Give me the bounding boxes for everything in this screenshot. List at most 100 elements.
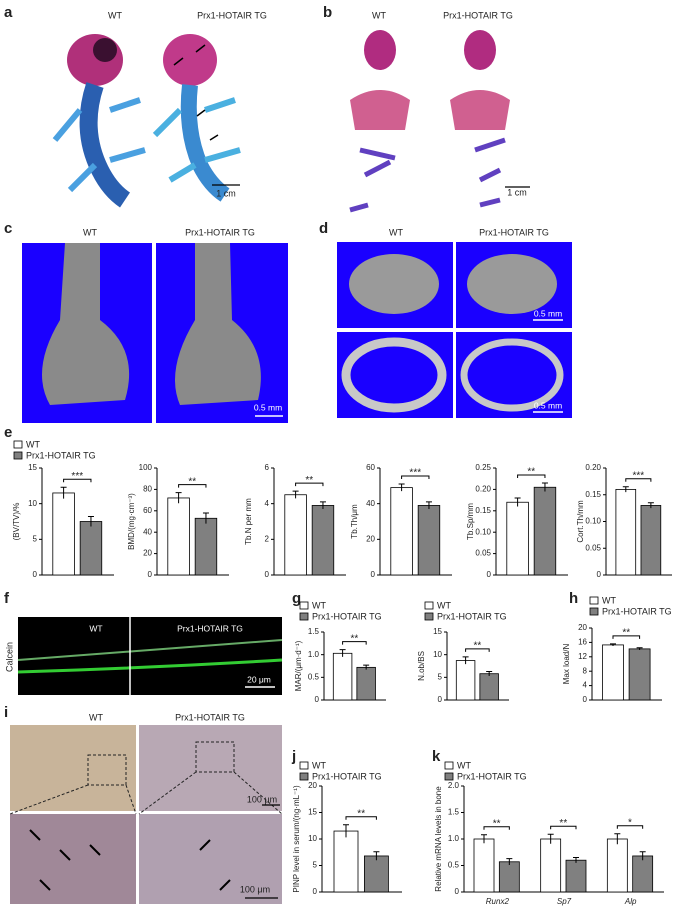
group-label: Prx1-HOTAIR TG xyxy=(197,10,267,20)
y-tick-label: 80 xyxy=(143,485,152,494)
y-tick-label: 15 xyxy=(28,463,37,472)
error-bar xyxy=(481,834,487,844)
panel-letter: k xyxy=(432,748,441,765)
histology-image xyxy=(9,725,283,904)
fluorescence-image xyxy=(17,617,283,695)
error-bar xyxy=(87,516,94,527)
panel-letter: d xyxy=(319,220,328,237)
error-bar xyxy=(319,501,326,510)
bar xyxy=(333,830,359,893)
sig-bracket xyxy=(178,484,207,488)
legend-swatch xyxy=(424,601,434,610)
legend-label: Prx1-HOTAIR TG xyxy=(437,611,507,621)
error-bar xyxy=(339,649,346,657)
group-label: WT xyxy=(89,623,102,633)
error-bar xyxy=(202,512,209,524)
error-bar xyxy=(486,670,493,676)
error-bar xyxy=(175,492,182,504)
error-bar xyxy=(506,858,513,865)
scale-label: 0.5 mm xyxy=(534,308,562,318)
error-bar xyxy=(573,857,579,863)
y-axis-label: Tb.Th/μm xyxy=(350,504,359,539)
y-tick-label: 20 xyxy=(366,534,375,543)
y-tick-label: 10 xyxy=(28,499,37,508)
bar xyxy=(356,666,376,701)
panel-letter: e xyxy=(4,424,12,441)
y-tick-label: 1.5 xyxy=(448,808,460,817)
bar xyxy=(479,673,499,701)
y-tick-label: 0 xyxy=(371,570,376,579)
y-axis-label: N.ob/BS xyxy=(417,651,426,681)
y-tick-label: 1.5 xyxy=(308,627,320,636)
y-axis-label: Max load/N xyxy=(562,644,571,685)
legend-swatch xyxy=(13,451,23,460)
sig-bracket xyxy=(345,816,377,820)
legend-swatch xyxy=(424,612,434,621)
sig-label: *** xyxy=(71,471,83,482)
sig-bracket xyxy=(616,825,644,829)
error-bar xyxy=(622,486,629,493)
bar xyxy=(455,660,476,701)
y-axis-label: (BV/TV)/% xyxy=(12,503,21,541)
bar xyxy=(506,501,529,576)
sig-label: ** xyxy=(622,627,630,638)
y-axis-label: Relative mRNA levels in bone xyxy=(434,786,443,892)
legend-swatch xyxy=(13,440,23,449)
legend-label: WT xyxy=(602,595,616,605)
sig-label: *** xyxy=(632,470,644,481)
y-tick-label: 0.15 xyxy=(585,490,601,499)
y-tick-label: 5 xyxy=(438,672,443,681)
y-tick-label: 0.05 xyxy=(475,549,491,558)
bar xyxy=(628,648,651,701)
y-tick-label: 0 xyxy=(597,570,602,579)
bar xyxy=(390,487,413,576)
x-tick-label: Alp xyxy=(624,897,637,906)
y-tick-label: 0 xyxy=(313,887,318,896)
scale-label: 100 μm xyxy=(247,794,277,804)
y-tick-label: 0.10 xyxy=(475,527,491,536)
sig-bracket xyxy=(550,825,577,830)
error-bar xyxy=(636,647,643,650)
scale-label: 0.5 mm xyxy=(254,402,282,412)
legend-label: Prx1-HOTAIR TG xyxy=(602,606,672,616)
error-bar xyxy=(514,497,521,507)
error-bar xyxy=(647,502,654,509)
y-tick-label: 0.15 xyxy=(475,506,491,515)
y-tick-label: 6 xyxy=(265,463,270,472)
y-tick-label: 15 xyxy=(433,627,442,636)
group-label: WT xyxy=(389,227,403,237)
legend-label: WT xyxy=(457,760,471,770)
y-tick-label: 0 xyxy=(148,570,153,579)
error-bar xyxy=(462,656,469,665)
error-bar xyxy=(60,486,67,499)
microct-image xyxy=(337,242,572,418)
stain-label: Calcein xyxy=(4,642,14,672)
group-label: WT xyxy=(372,10,386,20)
sig-label: * xyxy=(628,817,632,828)
legend-label: WT xyxy=(26,439,40,449)
sig-bracket xyxy=(517,474,546,478)
bar xyxy=(602,644,624,701)
y-tick-label: 16 xyxy=(578,638,587,647)
panel-letter: i xyxy=(4,704,8,721)
sig-label: ** xyxy=(473,641,481,652)
sig-bracket xyxy=(295,482,324,487)
y-axis-label: MAR/(μm·d⁻¹) xyxy=(294,640,303,691)
y-axis-label: Tb.Sp/mm xyxy=(466,503,475,540)
x-tick-label: Sp7 xyxy=(557,897,572,906)
x-tick-label: Runx2 xyxy=(486,897,510,906)
y-tick-label: 0 xyxy=(315,695,320,704)
group-label: Prx1-HOTAIR TG xyxy=(479,227,549,237)
y-tick-label: 5 xyxy=(313,861,318,870)
y-tick-label: 0.25 xyxy=(475,463,491,472)
y-tick-label: 5 xyxy=(33,534,38,543)
bar xyxy=(52,492,75,576)
sig-bracket xyxy=(342,641,367,645)
bar xyxy=(615,488,637,576)
y-tick-label: 60 xyxy=(143,506,152,515)
bar xyxy=(417,505,441,576)
group-label: WT xyxy=(108,10,122,20)
legend-label: Prx1-HOTAIR TG xyxy=(26,450,96,460)
group-label: Prx1-HOTAIR TG xyxy=(177,623,243,633)
